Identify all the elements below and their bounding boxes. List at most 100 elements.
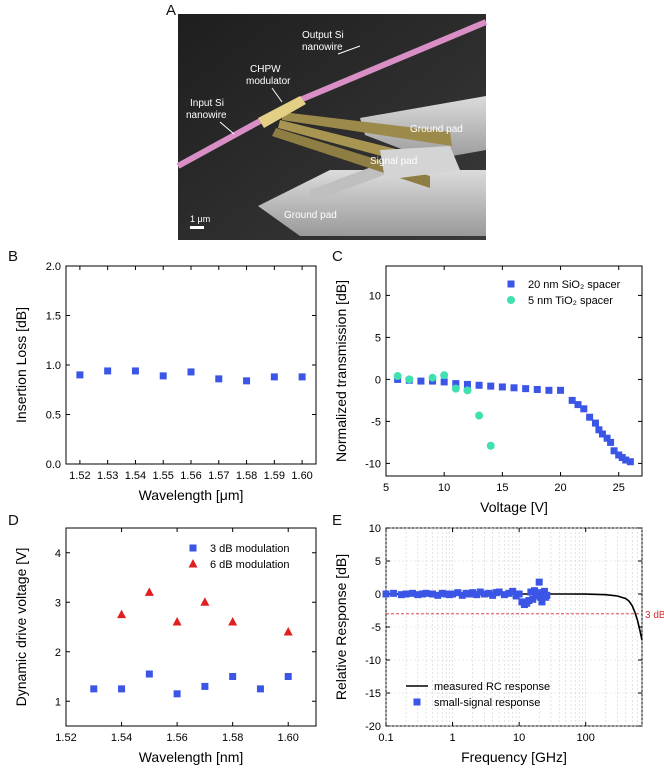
y-tick-label: 10 bbox=[369, 290, 381, 302]
chart-e: 0.1 1 10 100 -20 -15 -10 -5 0 5 10 Frequency [GHz] R… bbox=[333, 523, 664, 765]
scale-bar-label: 1 μm bbox=[190, 214, 210, 224]
data-point bbox=[533, 385, 541, 393]
y-tick-label: -10 bbox=[365, 458, 381, 470]
data-point bbox=[475, 411, 484, 420]
legend-label: measured RC response bbox=[434, 681, 550, 693]
legend-label: 20 nm SiO₂ spacer bbox=[528, 279, 621, 291]
data-point bbox=[487, 382, 495, 390]
y-tick-label: 0 bbox=[375, 374, 381, 386]
data-point bbox=[534, 589, 542, 597]
x-tick-label: 10 bbox=[438, 482, 450, 494]
data-point bbox=[598, 430, 606, 438]
data-point bbox=[414, 591, 422, 599]
x-tick-label: 1.57 bbox=[208, 470, 229, 482]
data-point bbox=[473, 591, 481, 599]
legend-swatch bbox=[507, 296, 515, 304]
data-point bbox=[510, 384, 518, 392]
data-point bbox=[408, 589, 416, 597]
x-axis-label: Wavelength [μm] bbox=[139, 487, 244, 503]
x-tick-label: 1.56 bbox=[180, 470, 201, 482]
legend: measured RC response small-signal respons… bbox=[406, 681, 550, 709]
y-tick-label: -20 bbox=[365, 721, 381, 733]
legend-label: small-signal response bbox=[434, 697, 540, 709]
data-point bbox=[393, 372, 402, 381]
plot-frame bbox=[385, 265, 643, 477]
chpw-pointer bbox=[271, 87, 283, 103]
chpw-label-2: modulator bbox=[246, 76, 291, 87]
chart-b: 1.52 1.53 1.54 1.55 1.56 1.57 1.58 1.59 1.60 0.0 0… bbox=[13, 261, 317, 503]
data-point bbox=[475, 381, 483, 389]
output-waveguide bbox=[298, 19, 488, 103]
series-0 bbox=[394, 375, 634, 466]
electrode-arm-upper bbox=[282, 112, 452, 146]
plot-frame bbox=[65, 527, 317, 727]
y-tick-label: -15 bbox=[365, 688, 381, 700]
data-point bbox=[580, 405, 588, 413]
data-point bbox=[463, 386, 472, 395]
series-line bbox=[386, 593, 643, 641]
legend: 3 dB modulation 6 dB modulation bbox=[188, 543, 290, 571]
legend-label: 5 nm TiO₂ spacer bbox=[528, 295, 613, 307]
x-tick-label: 1.55 bbox=[153, 470, 174, 482]
x-tick-label: 1.54 bbox=[111, 732, 132, 744]
legend-label: 6 dB modulation bbox=[210, 559, 290, 571]
data-point bbox=[538, 598, 546, 606]
data-point bbox=[428, 373, 437, 382]
ground-pad-bottom-arm bbox=[310, 160, 392, 202]
x-tick-label: 1.52 bbox=[55, 732, 76, 744]
output-si-label-2: nanowire bbox=[302, 42, 343, 53]
data-point bbox=[418, 590, 426, 598]
data-point bbox=[449, 590, 457, 598]
series-1 bbox=[382, 578, 551, 609]
y-tick-label: 1.0 bbox=[46, 360, 61, 372]
x-tick-label: 1.52 bbox=[69, 470, 90, 482]
data-point bbox=[397, 591, 405, 599]
data-point bbox=[402, 590, 410, 598]
y-axis-label: Dynamic drive voltage [V] bbox=[13, 548, 29, 707]
data-point bbox=[104, 367, 112, 375]
data-point bbox=[498, 383, 506, 391]
data-point bbox=[200, 597, 210, 606]
data-point bbox=[505, 589, 513, 597]
y-tick-label: 4 bbox=[55, 548, 61, 560]
y-tick-label: 1 bbox=[55, 696, 61, 708]
data-point bbox=[476, 588, 484, 596]
data-point bbox=[603, 434, 611, 442]
y-tick-label: 5 bbox=[375, 332, 381, 344]
x-axis-label: Voltage [V] bbox=[480, 499, 548, 515]
y-tick-label: -10 bbox=[365, 655, 381, 667]
x-tick-label: 5 bbox=[383, 482, 389, 494]
data-point bbox=[451, 384, 460, 393]
signal-pad-label: Signal pad bbox=[370, 156, 417, 167]
data-point bbox=[284, 673, 292, 680]
data-point bbox=[382, 590, 390, 598]
data-point bbox=[283, 626, 293, 636]
data-point bbox=[607, 438, 615, 446]
y-tick-label: 0.0 bbox=[46, 459, 61, 471]
x-tick-label: 1.59 bbox=[264, 470, 285, 482]
y-tick-label: -5 bbox=[371, 416, 381, 428]
data-point bbox=[486, 441, 495, 450]
x-tick-label: 20 bbox=[554, 482, 566, 494]
data-point bbox=[215, 375, 223, 383]
data-point bbox=[591, 419, 599, 427]
legend-label: 3 dB modulation bbox=[210, 543, 290, 555]
data-point bbox=[495, 588, 503, 596]
y-tick-label: 0.5 bbox=[46, 410, 61, 422]
data-point bbox=[440, 378, 448, 386]
data-point bbox=[586, 413, 594, 421]
chart-c: 5 10 15 20 25 -10 -5 0 5 10 Voltage [V] Normalized … bbox=[333, 265, 643, 515]
data-point bbox=[118, 685, 126, 693]
ground-pad-top-label: Ground pad bbox=[410, 124, 463, 135]
x-tick-label: 1.58 bbox=[222, 732, 243, 744]
y-tick-label: 3 bbox=[55, 597, 61, 609]
legend-swatch bbox=[188, 559, 198, 568]
legend-swatch bbox=[413, 698, 421, 706]
ground-pad-bottom-label: Ground pad bbox=[284, 210, 337, 221]
y-tick-label: 0 bbox=[375, 589, 381, 601]
data-point bbox=[117, 609, 127, 619]
signal-pad-shape bbox=[380, 146, 460, 180]
data-point bbox=[515, 590, 523, 598]
data-point bbox=[610, 447, 618, 455]
series-1 bbox=[117, 587, 293, 636]
